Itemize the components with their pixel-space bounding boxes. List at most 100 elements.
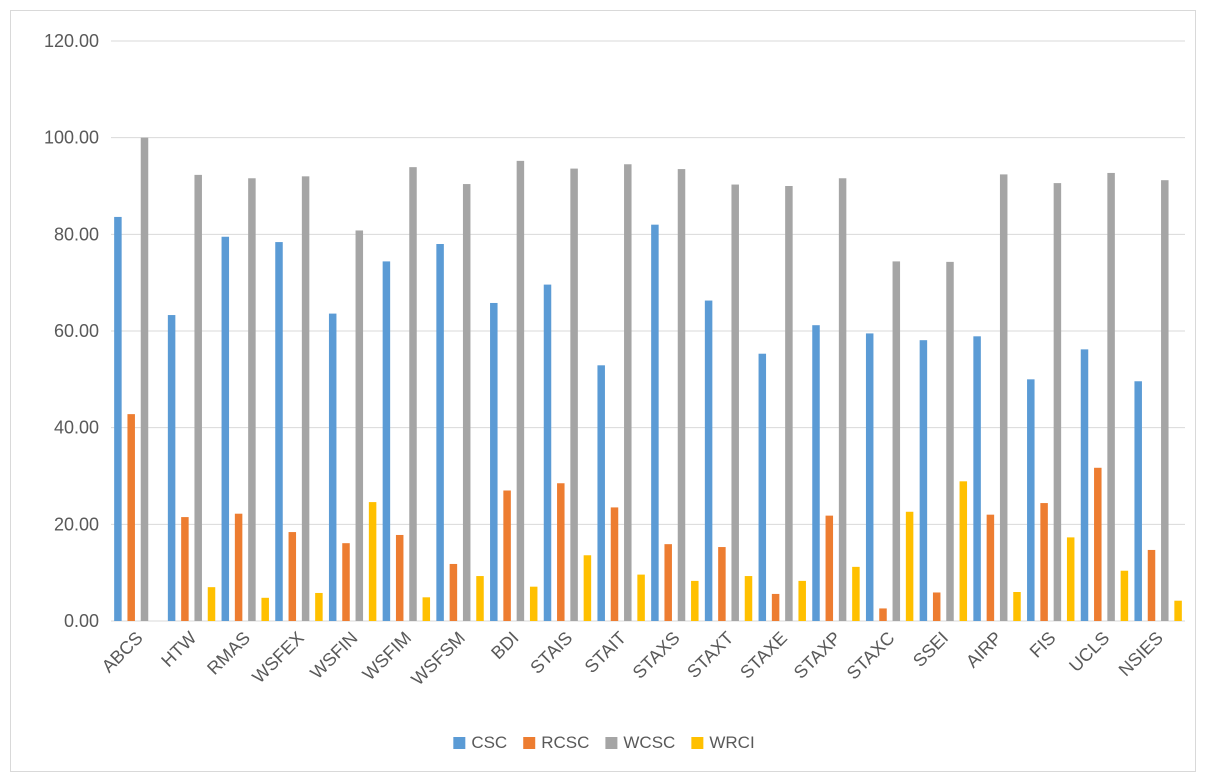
bar-wrci [422,597,431,621]
bar-csc [382,261,391,621]
bar-wrci [1174,600,1182,621]
bars [114,137,1182,622]
bar-rcsc [342,543,350,621]
bar-csc [114,216,122,621]
bar-wrci [1013,592,1021,621]
bar-wcsc [731,184,739,622]
bar-rcsc [449,563,458,621]
y-tick-label: 120.00 [44,31,99,51]
x-tick-label: STAXE [736,628,791,683]
bar-wrci [476,576,484,621]
bar-rcsc [610,507,619,621]
bar-wcsc [785,186,793,621]
bar-rcsc [127,414,135,621]
bar-wcsc [1053,183,1062,621]
bar-wcsc [570,168,578,621]
bar-wcsc [355,230,364,621]
bar-rcsc [1094,467,1102,621]
chart-frame: 0.00 20.00 40.00 60.00 80.00 100.00 120.00 ABC… [10,10,1196,772]
bar-wcsc [624,164,632,621]
bar-wrci [529,586,538,621]
x-tick-label: WSFSM [407,628,469,690]
bar-rcsc [718,547,726,621]
bar-wcsc [301,176,310,622]
bar-rcsc [986,514,995,621]
bar-wcsc [999,174,1008,621]
bar-rcsc [1040,503,1048,621]
bar-chart: 0.00 20.00 40.00 60.00 80.00 100.00 120.00 ABC… [44,31,1185,752]
bar-wcsc [1107,172,1115,621]
bar-wrci [583,555,592,621]
x-tick-label: BDI [487,628,522,663]
bar-wcsc [409,167,417,621]
legend-swatch-wrci [691,737,704,749]
bar-wrci [852,566,860,621]
bar-csc [543,284,552,621]
bar-wcsc [1161,180,1169,621]
bar-rcsc [1147,549,1156,621]
bar-rcsc [395,534,404,621]
bar-rcsc [234,513,243,621]
legend-label-csc: CSC [471,733,507,752]
bar-csc [1134,381,1142,621]
x-tick-label: STAIS [526,628,576,678]
legend-swatch-csc [453,737,466,749]
bar-wrci [637,574,645,621]
x-tick-label: ABCS [98,628,147,677]
bar-csc [865,333,874,621]
bar-rcsc [181,517,189,621]
x-tick-label: STAIT [581,628,630,677]
y-tick-label: 100.00 [44,128,99,148]
bar-csc [597,365,605,621]
x-tick-label: NSIES [1115,628,1167,680]
y-tick-label: 40.00 [54,418,99,438]
bar-wcsc [516,160,525,621]
bar-csc [758,353,767,621]
bar-wrci [798,580,806,621]
bar-wcsc [462,184,471,622]
bar-wcsc [194,174,202,621]
x-tick-label: RMAS [203,628,254,679]
bar-csc [167,315,176,621]
bar-wrci [905,511,914,621]
legend-swatch-wcsc [605,737,618,749]
bar-rcsc [771,593,780,621]
bar-csc [436,244,444,621]
y-tick-label: 80.00 [54,224,99,244]
bar-csc [1027,379,1035,621]
bar-wcsc [140,137,149,621]
x-tick-label: WSFEX [248,628,307,687]
bar-wrci [691,580,699,621]
bar-csc [651,224,659,621]
x-tick-label: HTW [157,628,200,671]
legend-label-wcsc: WCSC [623,733,675,752]
bar-rcsc [825,515,834,621]
bar-wcsc [248,178,256,621]
legend-swatch-rcsc [523,737,536,749]
y-tick-label: 20.00 [54,514,99,534]
bar-rcsc [557,483,565,621]
bar-wrci [261,597,269,621]
y-axis-ticks: 0.00 20.00 40.00 60.00 80.00 100.00 120.00 [44,31,99,631]
bar-rcsc [288,532,297,621]
bar-csc [1080,349,1089,621]
bar-rcsc [664,544,672,621]
bar-rcsc [879,608,887,621]
bar-wrci [207,587,216,621]
bar-wcsc [838,178,847,621]
bar-csc [704,300,713,621]
bar-csc [328,313,337,621]
x-tick-label: FIS [1026,628,1060,662]
bar-wcsc [677,169,686,622]
legend-label-wrci: WRCI [709,733,754,752]
y-tick-label: 0.00 [64,611,99,631]
bar-wrci [1066,537,1075,621]
bar-csc [221,236,230,621]
bar-wcsc [892,261,901,621]
bar-rcsc [503,490,511,621]
x-tick-label: SSEI [909,628,952,671]
x-tick-label: AIRP [962,628,1006,672]
bar-wrci [1120,570,1129,621]
x-tick-label: STAXS [629,628,684,683]
